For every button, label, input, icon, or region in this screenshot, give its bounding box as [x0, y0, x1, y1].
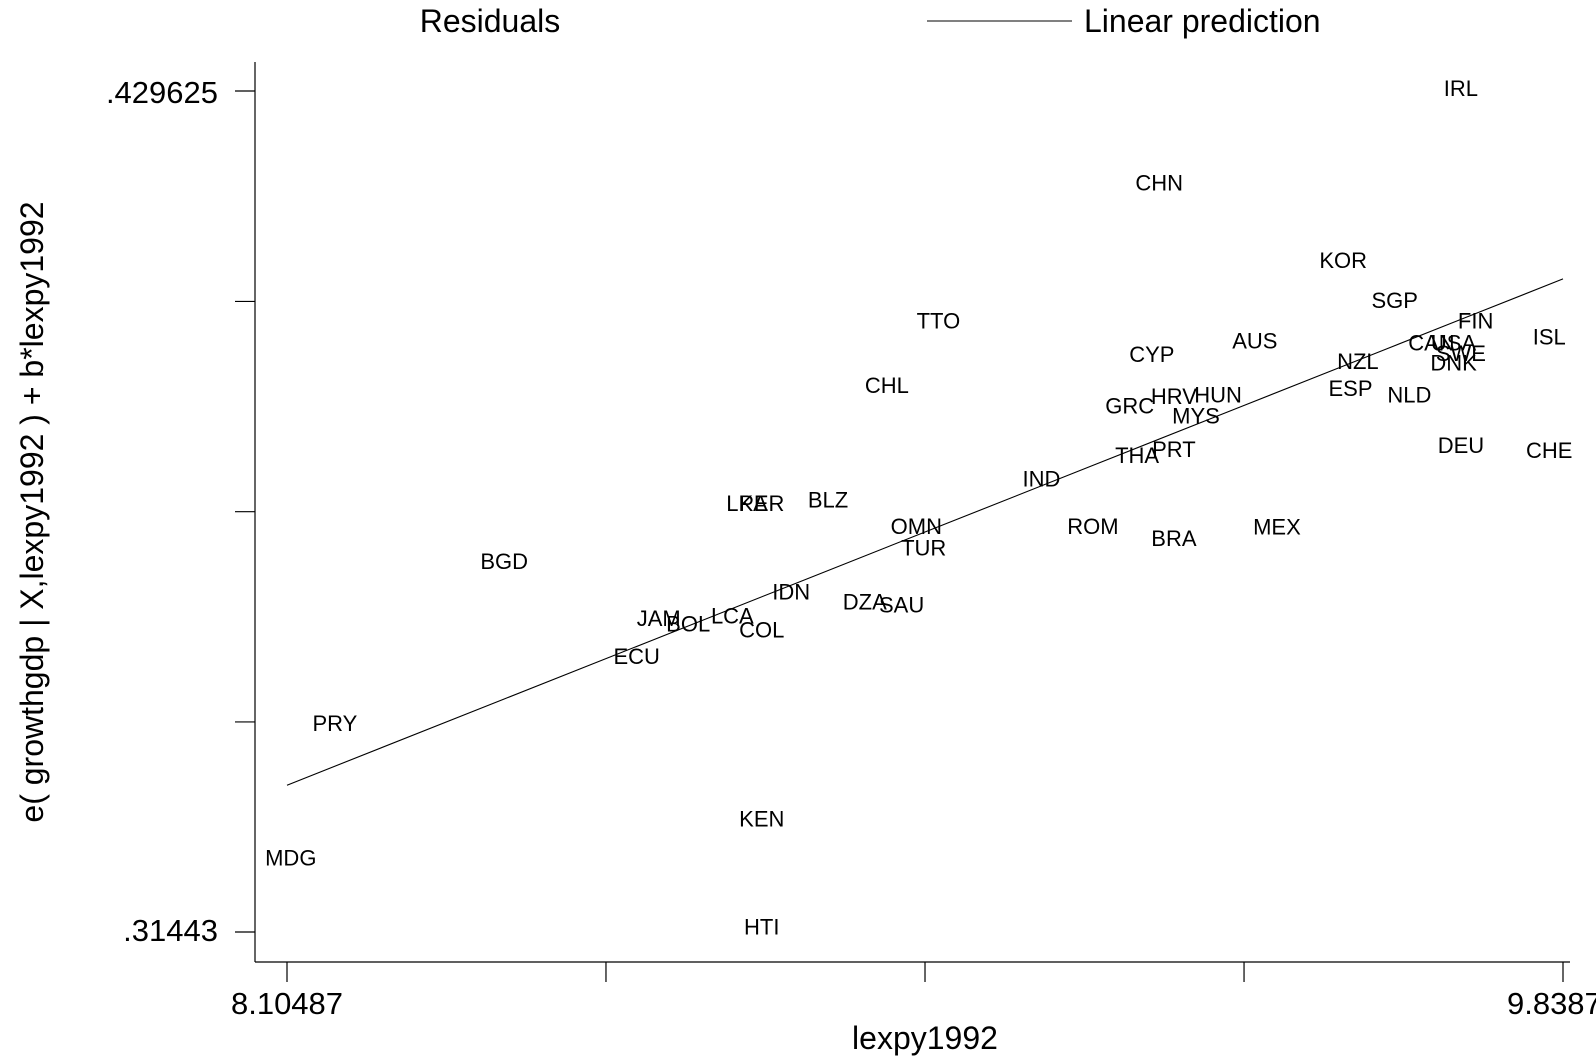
x-tick-label-left: 8.10487 [231, 986, 343, 1021]
point-label-ind: IND [1022, 466, 1060, 491]
x-ticks [286, 962, 1564, 982]
y-axis-title: e( growthgdp | X,lexpy1992 ) + b*lexpy19… [14, 201, 50, 822]
point-label-dza: DZA [843, 590, 887, 615]
point-label-mys: MYS [1172, 404, 1220, 429]
point-label-sgp: SGP [1371, 288, 1417, 313]
point-label-bgd: BGD [480, 549, 528, 574]
point-label-pry: PRY [313, 711, 358, 736]
point-label-tur: TUR [901, 536, 946, 561]
y-tick-label-bottom: .31443 [123, 913, 218, 948]
point-label-can: CAN [1408, 331, 1454, 356]
point-label-bol: BOL [666, 612, 710, 637]
point-label-irl: IRL [1444, 76, 1478, 101]
point-label-chn: CHN [1135, 171, 1183, 196]
point-label-lka: LKA [726, 491, 768, 516]
point-label-deu: DEU [1438, 433, 1484, 458]
point-label-sau: SAU [879, 593, 924, 618]
point-label-nld: NLD [1387, 382, 1431, 407]
point-label-hti: HTI [744, 915, 779, 940]
x-tick-label-right: 9.83871 [1507, 986, 1596, 1021]
point-label-prt: PRT [1152, 437, 1196, 462]
fit-line-layer [286, 278, 1564, 786]
y-tick-label-top: .429625 [106, 75, 218, 110]
point-label-hrv: HRV [1151, 384, 1197, 409]
point-label-kor: KOR [1319, 248, 1367, 273]
point-label-fin: FIN [1458, 309, 1493, 334]
legend-label-residuals: Residuals [420, 3, 561, 39]
point-label-tha: THA [1115, 443, 1159, 468]
point-label-isl: ISL [1533, 325, 1566, 350]
point-label-esp: ESP [1329, 376, 1373, 401]
point-label-tto: TTO [917, 309, 961, 334]
point-label-swe: SWE [1436, 341, 1486, 366]
point-label-bra: BRA [1151, 526, 1197, 551]
point-label-blz: BLZ [808, 488, 848, 513]
point-label-col: COL [739, 617, 784, 642]
y-ticks [235, 90, 255, 933]
point-label-mdg: MDG [265, 845, 316, 870]
point-label-dnk: DNK [1430, 350, 1477, 375]
point-label-che: CHE [1526, 438, 1572, 463]
point-label-usa: USA [1431, 331, 1477, 356]
point-label-per: PER [739, 491, 784, 516]
legend-label-linear-prediction: Linear prediction [1084, 3, 1321, 39]
legend: Residuals Linear prediction [420, 3, 1321, 39]
point-label-omn: OMN [891, 514, 942, 539]
point-label-grc: GRC [1105, 393, 1154, 418]
point-label-aus: AUS [1232, 328, 1277, 353]
linear-prediction-line [286, 278, 1564, 786]
point-label-lca: LCA [711, 604, 754, 629]
x-axis-title: lexpy1992 [852, 1020, 998, 1056]
point-label-nzl: NZL [1337, 349, 1379, 374]
point-label-idn: IDN [772, 580, 810, 605]
axes: .429625 .31443 8.10487 9.83871 lexpy1992… [14, 62, 1596, 1056]
point-label-hun: HUN [1194, 382, 1242, 407]
point-label-ecu: ECU [613, 644, 659, 669]
point-label-cyp: CYP [1129, 342, 1174, 367]
point-label-chl: CHL [865, 373, 909, 398]
point-label-mex: MEX [1253, 515, 1301, 540]
point-label-jam: JAM [637, 606, 681, 631]
point-label-ken: KEN [739, 807, 784, 832]
point-label-rom: ROM [1067, 514, 1118, 539]
